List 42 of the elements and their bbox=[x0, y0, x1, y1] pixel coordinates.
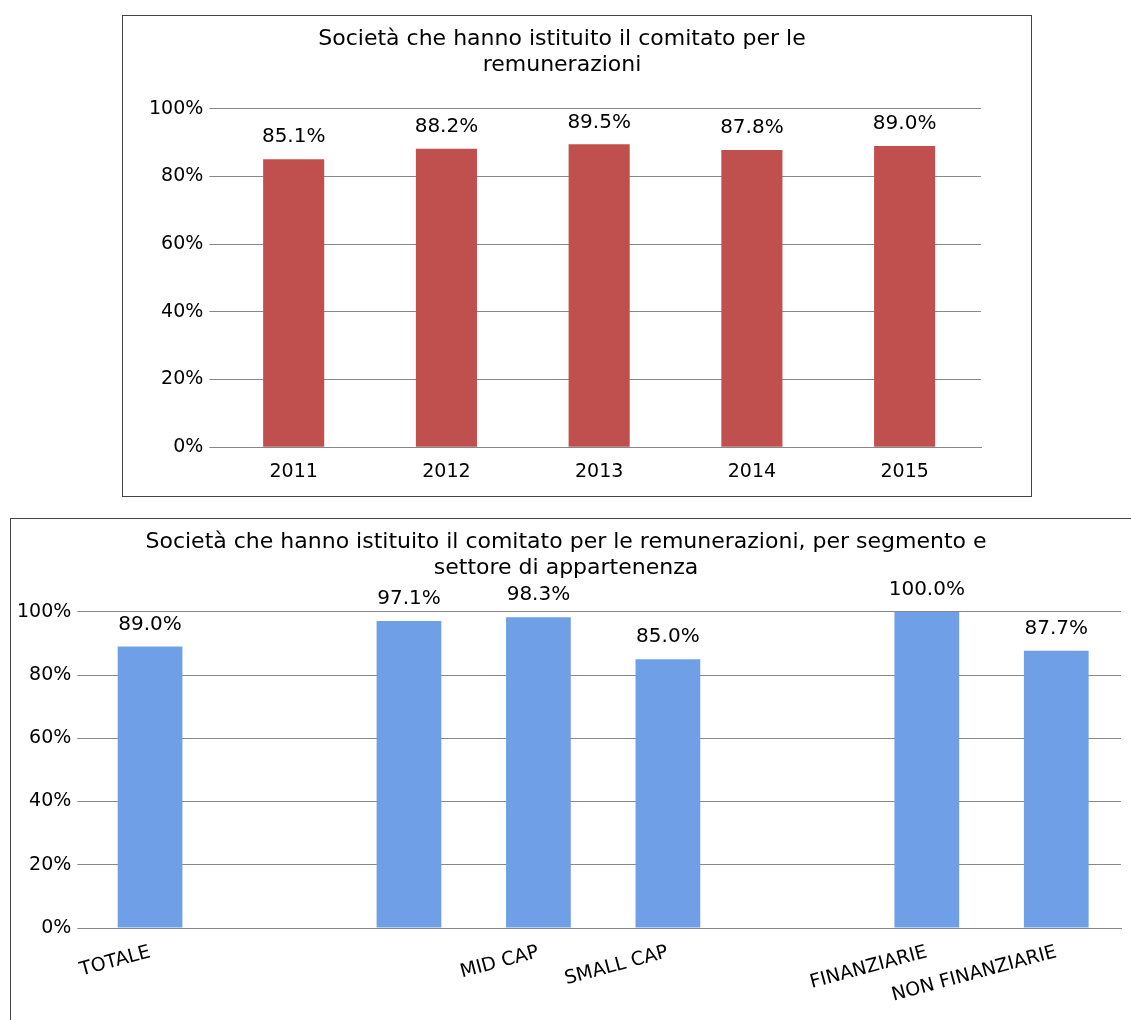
y-tick-label: 80% bbox=[29, 661, 72, 684]
bar bbox=[721, 150, 783, 447]
x-tick-label: 2013 bbox=[574, 458, 624, 481]
data-label: 87.7% bbox=[1024, 614, 1089, 639]
y-tick-label: 100% bbox=[16, 598, 72, 621]
y-tick-label: 20% bbox=[161, 366, 204, 389]
bar bbox=[415, 148, 477, 447]
y-tick-label: 100% bbox=[148, 95, 204, 118]
x-tick-label: TOTALE bbox=[75, 939, 153, 980]
bar bbox=[874, 146, 936, 447]
y-tick-label: 40% bbox=[29, 788, 72, 811]
bar bbox=[635, 659, 701, 928]
bar bbox=[263, 159, 325, 447]
data-label: 98.3% bbox=[506, 581, 571, 606]
y-tick-label: 20% bbox=[29, 851, 72, 874]
y-tick-label: 80% bbox=[161, 163, 204, 186]
y-tick-label: 40% bbox=[161, 298, 204, 321]
x-tick-label: MID CAP bbox=[457, 939, 541, 982]
data-label: 85.1% bbox=[261, 123, 326, 148]
bar bbox=[117, 646, 183, 928]
data-label: 88.2% bbox=[414, 112, 479, 137]
x-tick-label: 2014 bbox=[727, 458, 777, 481]
y-tick-label: 0% bbox=[173, 434, 204, 457]
x-tick-label: SMALL CAP bbox=[561, 939, 671, 989]
y-tick-label: 60% bbox=[29, 725, 72, 748]
data-label: 89.0% bbox=[118, 610, 182, 635]
data-label: 97.1% bbox=[377, 585, 441, 610]
chart-title: Società che hanno istituito il comitato per le remunerazioni bbox=[318, 24, 806, 77]
data-label: 87.8% bbox=[720, 114, 784, 139]
data-label: 89.0% bbox=[872, 110, 937, 135]
data-label: 89.5% bbox=[567, 108, 631, 133]
bar bbox=[894, 611, 960, 928]
bar bbox=[1023, 650, 1089, 928]
x-tick-label: 2015 bbox=[880, 458, 929, 481]
y-tick-label: 0% bbox=[41, 914, 72, 937]
x-tick-label: 2011 bbox=[269, 458, 318, 481]
data-label: 85.0% bbox=[636, 623, 700, 648]
bar bbox=[568, 144, 630, 447]
bar bbox=[506, 617, 571, 928]
x-tick-label: 2012 bbox=[422, 458, 471, 481]
bar bbox=[376, 620, 442, 928]
y-tick-label: 60% bbox=[161, 231, 204, 254]
